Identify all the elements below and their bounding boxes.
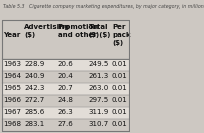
Text: 261.3: 261.3: [89, 73, 109, 79]
Text: Total: Total: [89, 24, 108, 30]
Text: 242.3: 242.3: [24, 85, 44, 91]
Bar: [2, 119, 129, 130]
Text: 20.4: 20.4: [58, 73, 73, 79]
Text: 1967: 1967: [3, 109, 21, 115]
Text: 228.9: 228.9: [24, 61, 44, 67]
Text: ($): ($): [24, 32, 35, 38]
Bar: [2, 20, 129, 130]
Bar: [2, 59, 129, 71]
Bar: [2, 83, 129, 95]
Text: 311.9: 311.9: [89, 109, 109, 115]
Text: 20.6: 20.6: [58, 61, 73, 67]
Text: Promotion: Promotion: [58, 24, 99, 30]
Bar: [2, 107, 129, 119]
Bar: [2, 95, 129, 107]
Text: 249.5: 249.5: [89, 61, 109, 67]
Text: 1968: 1968: [3, 121, 21, 127]
Text: 1963: 1963: [3, 61, 21, 67]
Text: 0.01: 0.01: [112, 61, 128, 67]
Text: ($): ($): [112, 40, 123, 45]
Text: 1966: 1966: [3, 97, 21, 103]
Text: 20.7: 20.7: [58, 85, 73, 91]
Text: 0.01: 0.01: [112, 97, 128, 103]
Text: 0.01: 0.01: [112, 121, 128, 127]
Text: 27.6: 27.6: [58, 121, 73, 127]
Text: 0.01: 0.01: [112, 73, 128, 79]
Text: 1965: 1965: [3, 85, 21, 91]
Text: ($): ($): [89, 32, 100, 38]
Text: Table 5.3   Cigarette company marketing expenditures, by major category, in mill: Table 5.3 Cigarette company marketing ex…: [3, 4, 204, 9]
Bar: [2, 71, 129, 83]
Text: 0.01: 0.01: [112, 85, 128, 91]
Bar: [2, 20, 129, 59]
Text: 297.5: 297.5: [89, 97, 109, 103]
Text: Per: Per: [112, 24, 125, 30]
Text: Year: Year: [3, 32, 21, 38]
Text: 310.7: 310.7: [89, 121, 109, 127]
Text: 285.6: 285.6: [24, 109, 44, 115]
Text: 0.01: 0.01: [112, 109, 128, 115]
Text: 26.3: 26.3: [58, 109, 73, 115]
Text: Advertising: Advertising: [24, 24, 70, 30]
Text: 272.7: 272.7: [24, 97, 44, 103]
Text: 240.9: 240.9: [24, 73, 44, 79]
Text: and other ($): and other ($): [58, 32, 110, 38]
Text: 1964: 1964: [3, 73, 21, 79]
Text: 263.0: 263.0: [89, 85, 109, 91]
Text: pack: pack: [112, 32, 131, 38]
Text: 283.1: 283.1: [24, 121, 44, 127]
Text: 24.8: 24.8: [58, 97, 73, 103]
